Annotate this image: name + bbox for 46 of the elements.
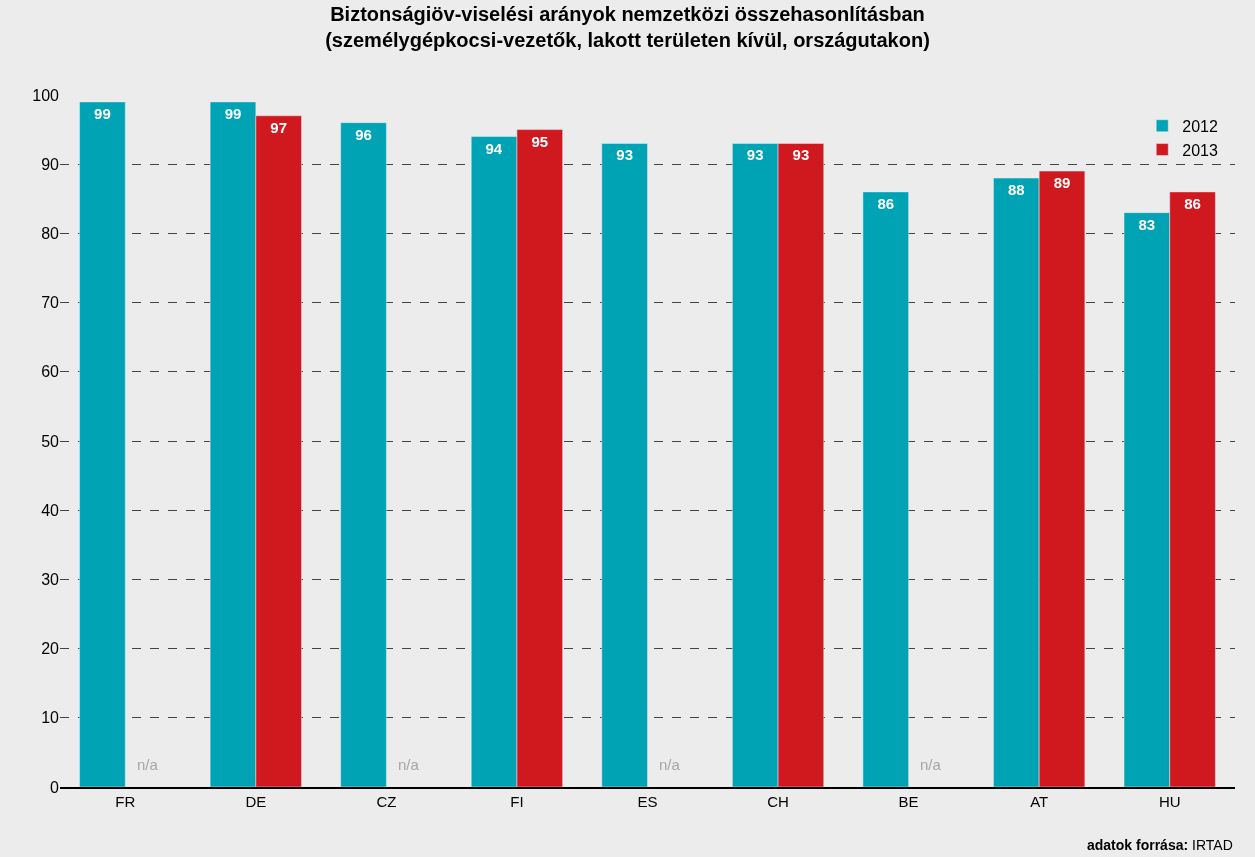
legend-label: 2012 bbox=[1182, 117, 1218, 135]
data-label: 99 bbox=[94, 104, 111, 122]
y-tick-label: 0 bbox=[50, 778, 60, 796]
data-label: 86 bbox=[1184, 194, 1201, 212]
text: n/a bbox=[137, 756, 158, 773]
y-tick-label: 80 bbox=[41, 225, 60, 242]
text: adatok forrása: IRTAD bbox=[1087, 837, 1233, 853]
x-tick-label: CH bbox=[767, 793, 789, 810]
text: n/a bbox=[920, 756, 941, 773]
y-tick-label: 20 bbox=[41, 640, 60, 658]
y-tick-label: 50 bbox=[41, 432, 60, 450]
data-label: 93 bbox=[792, 146, 810, 164]
data-label: 93 bbox=[746, 146, 764, 164]
text: n/a bbox=[659, 756, 680, 773]
data-label: 86 bbox=[877, 194, 895, 212]
y-tick-label: 100 bbox=[32, 86, 60, 104]
x-tick-label: HU bbox=[1158, 793, 1181, 810]
x-tick-label: ES bbox=[637, 793, 658, 810]
data-label: 88 bbox=[1007, 181, 1025, 199]
x-tick-label: CZ bbox=[376, 793, 397, 810]
data-label: 97 bbox=[270, 118, 288, 136]
bar bbox=[79, 101, 126, 787]
x-tick-label: FR bbox=[115, 793, 136, 810]
x-tick-label: BE bbox=[898, 793, 919, 810]
data-label: 89 bbox=[1053, 174, 1071, 192]
x-tick-label: AT bbox=[1030, 793, 1049, 810]
legend-label: 2013 bbox=[1182, 141, 1218, 159]
bar bbox=[862, 191, 909, 787]
text: n/a bbox=[398, 756, 419, 773]
data-label: 95 bbox=[531, 132, 549, 150]
data-label: 83 bbox=[1138, 215, 1156, 233]
bar bbox=[601, 143, 648, 787]
bar bbox=[340, 122, 387, 787]
y-tick-label: 60 bbox=[41, 363, 60, 381]
y-tick-label: 70 bbox=[41, 294, 60, 312]
y-tick-label: 30 bbox=[41, 571, 60, 588]
y-tick-label: 10 bbox=[41, 709, 60, 727]
data-label: 96 bbox=[355, 125, 372, 143]
y-tick-label: 90 bbox=[41, 155, 60, 173]
data-label: 99 bbox=[224, 104, 242, 122]
data-label: 94 bbox=[485, 139, 503, 157]
x-tick-label: DE bbox=[245, 793, 267, 810]
y-tick-label: 40 bbox=[41, 501, 60, 519]
chart-title: Biztonságiöv-viselési arányok nemzetközi összehasonlításban (személygépkocsi-vezetők, lakott területen kívül, országutakon) bbox=[325, 3, 930, 52]
data-label: 93 bbox=[616, 146, 633, 164]
x-tick-label: FI bbox=[510, 793, 524, 810]
